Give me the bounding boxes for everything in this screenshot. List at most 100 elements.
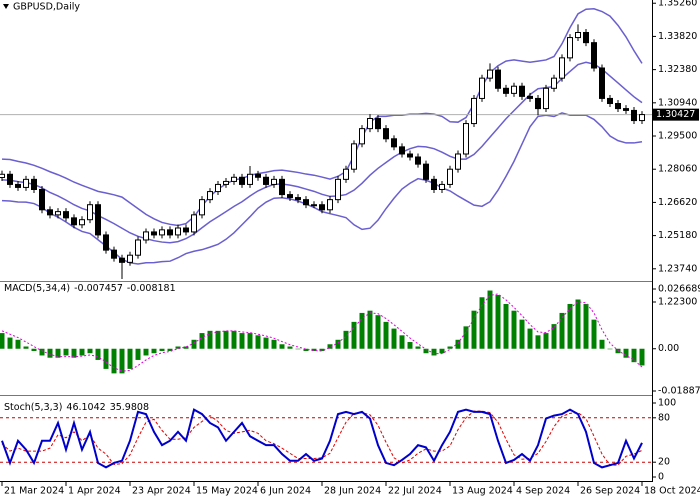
macd-bar — [511, 310, 517, 349]
candle-body — [55, 211, 61, 216]
macd-bar — [183, 346, 189, 349]
macd-bar — [431, 348, 437, 356]
candle-body — [351, 143, 357, 170]
macd-bar — [359, 312, 365, 349]
macd-bar — [623, 348, 629, 358]
macd-bar — [151, 348, 157, 354]
candle-body — [39, 188, 45, 211]
y-tick-label: 1.23740 — [658, 263, 697, 274]
indicator-title: Stoch(5,3,3) 46.1042 35.9808 — [4, 402, 149, 413]
macd-bar — [399, 335, 405, 349]
candle-body — [167, 229, 173, 236]
candle-body — [615, 103, 621, 110]
candle-body — [31, 178, 37, 190]
candle-body — [271, 178, 277, 185]
y-tick-label: 1.26620 — [658, 197, 697, 208]
candle-body — [199, 199, 205, 216]
symbol-icon — [3, 4, 9, 9]
candle-body — [383, 128, 389, 140]
x-tick-label: 1 Apr 2024 — [68, 486, 121, 497]
macd-bar — [391, 328, 397, 349]
macd-bar — [575, 299, 581, 349]
candle-body — [415, 156, 421, 165]
candle-body — [591, 42, 597, 69]
macd-bar — [95, 348, 101, 360]
candle-body — [71, 217, 77, 226]
macd-bar — [47, 348, 53, 358]
indicator-readout: 46.1042 — [66, 402, 105, 413]
y-tick-label: 1.25180 — [658, 230, 697, 241]
macd-bar — [367, 310, 373, 349]
candle-body — [503, 87, 509, 94]
candle-body — [463, 123, 469, 155]
candle-body — [487, 69, 493, 79]
macd-bar — [639, 348, 645, 366]
candle-body — [135, 239, 141, 256]
macd-bar — [247, 333, 253, 349]
last-price-label: 1.30427 — [656, 109, 695, 120]
candle-body — [263, 176, 269, 185]
y-tick-label: 0.026689 — [658, 284, 700, 295]
candle-body — [519, 85, 525, 97]
candle-body — [431, 178, 437, 190]
candle-body — [455, 153, 461, 170]
candle-body — [175, 227, 181, 236]
candle-body — [15, 183, 21, 188]
candle-body — [191, 214, 197, 233]
candle-body — [23, 178, 29, 188]
candle-body — [407, 153, 413, 158]
y-tick-label: 0.00 — [658, 343, 679, 354]
macd-bar — [15, 339, 21, 349]
macd-bar — [7, 337, 13, 349]
indicator-readout: -0.008181 — [127, 283, 176, 294]
candle-body — [527, 95, 533, 99]
candle-body — [639, 114, 645, 122]
candle-body — [367, 117, 373, 130]
bollinger-band — [1, 61, 643, 244]
candle-body — [47, 209, 53, 216]
y-tick-label: 1.35260 — [658, 0, 697, 9]
candle-body — [303, 199, 309, 206]
candle-body — [279, 178, 285, 196]
candle-body — [399, 146, 405, 155]
y-tick-label: 1.29500 — [658, 131, 697, 142]
candle-body — [335, 178, 341, 201]
y-tick-label: 1.30940 — [658, 97, 697, 108]
macd-bar — [599, 339, 605, 349]
macd-bar — [351, 321, 357, 349]
candle-body — [183, 227, 189, 233]
candle-body — [103, 234, 109, 251]
macd-bar — [31, 348, 37, 351]
macd-bar — [487, 290, 493, 349]
macd-bar — [495, 295, 501, 349]
candle-body — [375, 117, 381, 130]
macd-bar — [199, 333, 205, 349]
macd-bar — [39, 348, 45, 356]
candle-body — [423, 163, 429, 180]
indicator-readout: 35.9808 — [110, 402, 149, 413]
macd-bar — [527, 328, 533, 349]
bollinger-band — [1, 8, 643, 227]
candle-body — [143, 231, 149, 241]
x-tick-label: 26 Sep 2024 — [580, 486, 640, 497]
candle-body — [287, 194, 293, 199]
candle-body — [311, 204, 317, 207]
macd-bar — [79, 348, 85, 356]
candle-body — [7, 173, 13, 185]
macd-bar — [311, 348, 317, 351]
macd-bar — [87, 348, 93, 354]
candle-body — [151, 231, 157, 236]
macd-bar — [295, 348, 301, 350]
indicator-name: MACD(5,34,4) — [4, 283, 70, 294]
y-tick-label: -0.018877 — [658, 386, 700, 397]
macd-bar — [103, 348, 109, 369]
macd-bar — [327, 344, 333, 349]
candle-body — [0, 173, 5, 179]
last-price-box — [653, 108, 699, 121]
candle-body — [391, 138, 397, 148]
candle-body — [255, 173, 261, 178]
x-tick-label: 22 Jul 2024 — [388, 486, 442, 497]
macd-bar — [63, 348, 69, 356]
